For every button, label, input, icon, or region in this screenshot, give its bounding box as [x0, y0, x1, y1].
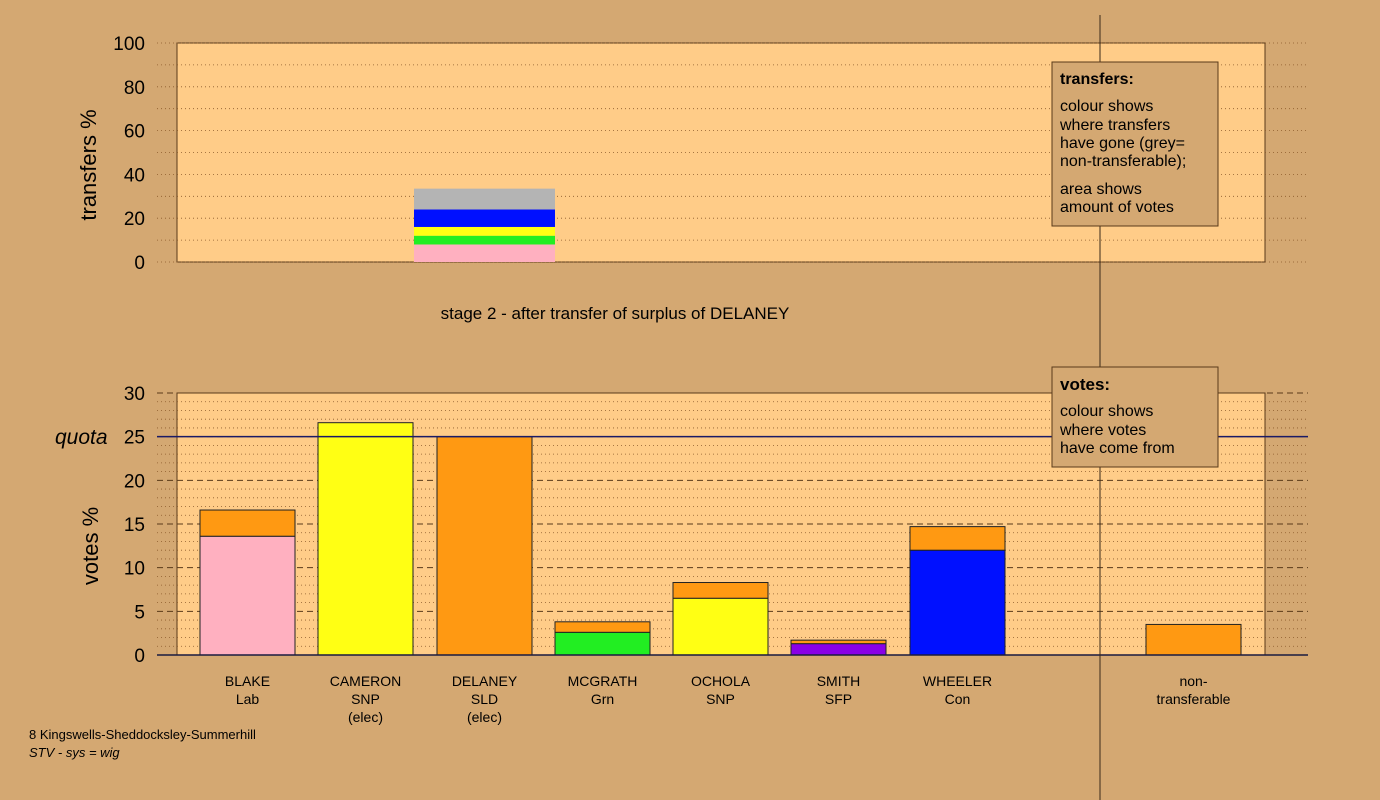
- candidate-label: Grn: [591, 691, 614, 707]
- vote-bar-segment: [909, 549, 1006, 656]
- transfer-bar-segment: [414, 188, 555, 210]
- vote-bar-segment: [554, 631, 651, 656]
- candidate-label: transferable: [1157, 691, 1231, 707]
- transfers-legend-line: amount of votes: [1060, 199, 1174, 216]
- candidate-label: SNP: [351, 691, 380, 707]
- votes-legend-title: votes:: [1060, 375, 1110, 394]
- vote-bar-segment: [790, 639, 887, 645]
- transfers-y-axis-label: transfers %: [76, 109, 101, 220]
- transfers-legend-line: colour shows: [1060, 98, 1153, 115]
- vote-bar-segment: [909, 526, 1006, 551]
- vote-bar-segment: [554, 621, 651, 633]
- transfers-tick-label: 20: [124, 209, 145, 230]
- bars: [199, 188, 1242, 656]
- transfers-legend-line: area shows: [1060, 181, 1142, 198]
- votes-tick-label: 30: [124, 384, 145, 405]
- vote-bar-segment: [317, 422, 414, 656]
- vote-bar-segment: [790, 643, 887, 656]
- candidate-label: SLD: [471, 691, 498, 707]
- axes: 0 20 40 60 80 100 0 5 10 15 20 25 30 BLAKE Lab CAMERON S…: [113, 34, 1308, 725]
- candidate-label: SMITH: [817, 673, 861, 689]
- votes-y-axis-label: votes %: [78, 507, 103, 585]
- vote-bar-segment: [672, 597, 769, 656]
- quota-label: quota: [55, 426, 108, 449]
- votes-tick-label: 15: [124, 515, 145, 536]
- candidate-label: WHEELER: [923, 673, 992, 689]
- transfers-legend: transfers: colour shows where transfers …: [1051, 61, 1219, 227]
- vote-bar-segment: [199, 535, 296, 656]
- candidate-label: (elec): [348, 709, 383, 725]
- ward-name: 8 Kingswells-Sheddocksley-Summerhill: [29, 727, 256, 742]
- transfer-bar-segment: [414, 226, 555, 236]
- candidate-label: Lab: [236, 691, 260, 707]
- system-label: STV - sys = wig: [29, 745, 120, 760]
- votes-tick-label: 20: [124, 471, 145, 492]
- transfers-tick-label: 40: [124, 165, 145, 186]
- votes-legend: votes: colour shows where votes have com…: [1051, 366, 1219, 468]
- candidate-label: non-: [1179, 673, 1207, 689]
- candidate-label: CAMERON: [330, 673, 402, 689]
- candidate-label: (elec): [467, 709, 502, 725]
- votes-tick-label: 25: [124, 428, 145, 449]
- transfers-tick-label: 60: [124, 122, 145, 143]
- transfers-legend-title: transfers:: [1060, 71, 1134, 88]
- vote-bar-segment: [672, 582, 769, 599]
- stage-title: stage 2 - after transfer of surplus of D…: [441, 304, 790, 323]
- candidate-label: MCGRATH: [568, 673, 638, 689]
- transfer-bar-segment: [414, 209, 555, 227]
- transfer-bar-segment: [414, 244, 555, 262]
- candidate-label: SFP: [825, 691, 852, 707]
- votes-legend-line: colour shows: [1060, 403, 1153, 420]
- votes-legend-line: where votes: [1059, 422, 1146, 439]
- votes-tick-label: 0: [134, 646, 145, 667]
- transfers-tick-label: 100: [113, 34, 145, 55]
- votes-tick-label: 10: [124, 559, 145, 580]
- transfer-bar-segment: [414, 235, 555, 245]
- vote-bar-segment: [1145, 623, 1242, 656]
- candidate-label: BLAKE: [225, 673, 270, 689]
- transfers-legend-line: have gone (grey=: [1060, 135, 1185, 152]
- candidate-label: SNP: [706, 691, 735, 707]
- vote-bar-segment: [436, 436, 533, 656]
- candidate-label: Con: [945, 691, 971, 707]
- votes-tick-label: 5: [134, 602, 145, 623]
- votes-legend-line: have come from: [1060, 440, 1175, 457]
- transfers-tick-label: 80: [124, 78, 145, 99]
- vote-bar-segment: [199, 509, 296, 537]
- transfers-legend-line: where transfers: [1059, 117, 1170, 134]
- transfers-tick-label: 0: [134, 253, 145, 274]
- transfers-legend-line: non-transferable);: [1060, 153, 1186, 170]
- candidate-label: DELANEY: [452, 673, 518, 689]
- candidate-label: OCHOLA: [691, 673, 751, 689]
